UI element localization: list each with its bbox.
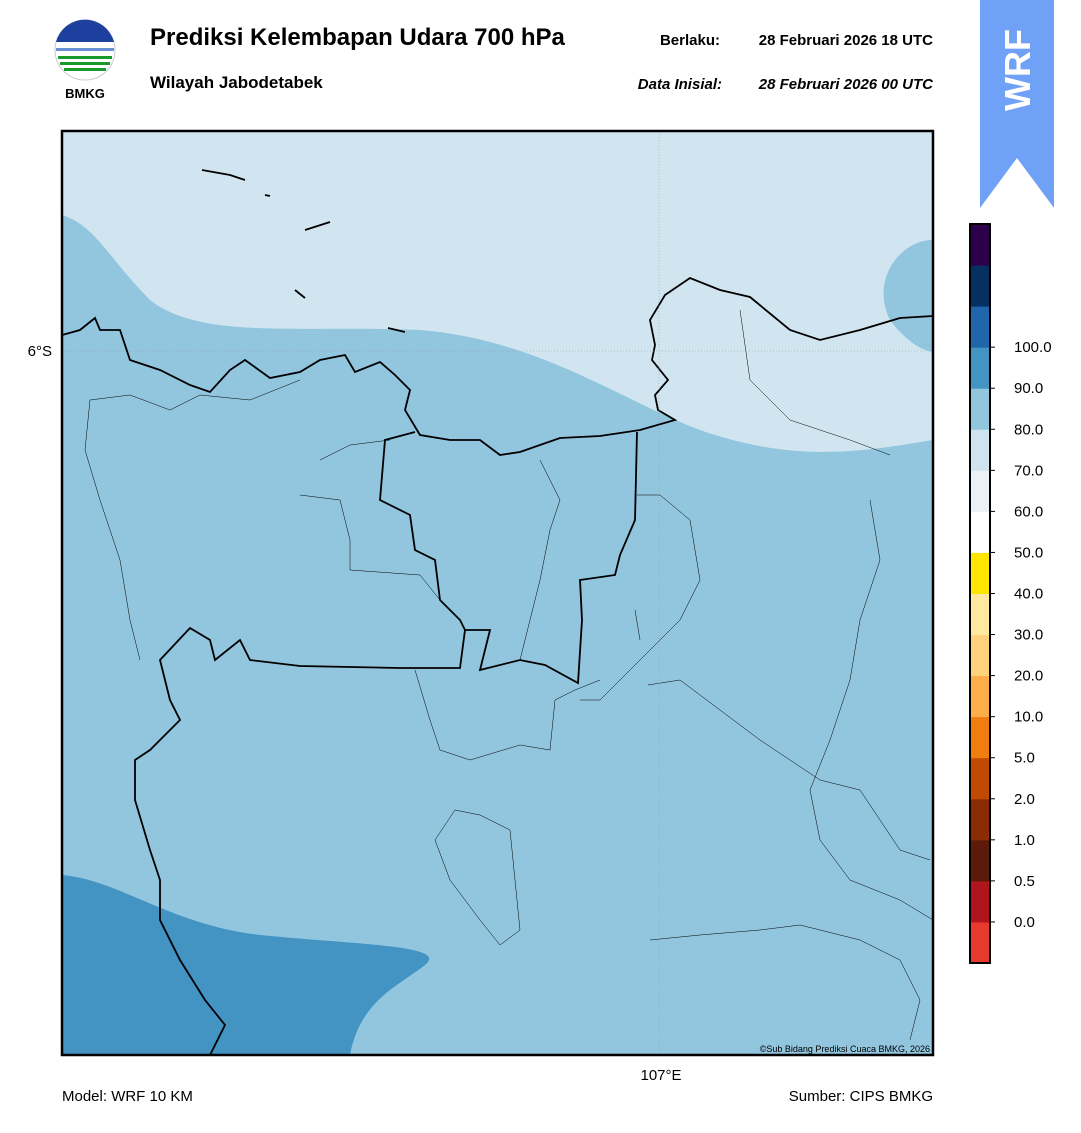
colorbar-segment [970, 839, 990, 882]
colorbar-segment [970, 511, 990, 553]
badge [980, 0, 1054, 208]
model: Model: WRF 10 KM [62, 1088, 193, 1105]
colorbar-label: 10.0 [1014, 709, 1043, 726]
colorbar-label: 5.0 [1014, 750, 1035, 767]
colorbar-label: 30.0 [1014, 627, 1043, 644]
map: ©Sub Bidang Prediksi Cuaca BMKG, 2026 [62, 131, 933, 1055]
subtitle: Wilayah Jabodetabek [150, 73, 323, 92]
colorbar-segment [970, 798, 990, 841]
colorbar-label: 90.0 [1014, 380, 1043, 397]
colorbar-segment [970, 716, 990, 759]
logo: BMKG [54, 19, 116, 101]
colorbar-label: 70.0 [1014, 462, 1043, 479]
colorbar-label: 0.0 [1014, 914, 1035, 931]
lat-label: 6°S [28, 343, 52, 360]
colorbar-label: 1.0 [1014, 832, 1035, 849]
colorbar-segment [970, 388, 990, 430]
colorbar-segment [970, 921, 990, 964]
colorbar-label: 2.0 [1014, 791, 1035, 808]
colorbar-frame [969, 223, 991, 964]
colorbar-segment [970, 470, 990, 512]
colorbar: 0.0 0.5 1.0 2.0 5.0 10.0 20.0 30.0 40.0 50.0 60.0 7… [969, 223, 1052, 964]
colorbar-label: 40.0 [1014, 586, 1043, 603]
lon-label: 107°E [640, 1067, 681, 1084]
colorbar-segment [970, 552, 990, 594]
title: Prediksi Kelembapan Udara 700 hPa [150, 24, 566, 51]
colorbar-segment [970, 265, 990, 307]
colorbar-segment [970, 593, 990, 636]
map-frame [60, 129, 935, 1057]
colorbar-segment [970, 880, 990, 923]
colorbar-label: 0.5 [1014, 873, 1035, 890]
colorbar-segment [970, 429, 990, 471]
colorbar-segment [970, 306, 990, 348]
colorbar-label: 50.0 [1014, 544, 1043, 561]
valid-time: 28 Februari 2026 18 UTC [759, 32, 933, 49]
colorbar-segment [970, 675, 990, 718]
logo-text: BMKG [65, 86, 105, 101]
colorbar-label: 80.0 [1014, 421, 1043, 438]
colorbar-segment [970, 224, 990, 266]
credit: ©Sub Bidang Prediksi Cuaca BMKG, 2026 [760, 1044, 930, 1054]
init-time: 28 Februari 2026 00 UTC [758, 76, 934, 93]
colorbar-segment [970, 634, 990, 677]
colorbar-label: 100.0 [1014, 339, 1052, 356]
valid-label: Berlaku: [660, 32, 720, 49]
source: Sumber: CIPS BMKG [789, 1088, 933, 1105]
colorbar-segment [970, 347, 990, 389]
colorbar-label: 60.0 [1014, 503, 1043, 520]
colorbar-segment [970, 757, 990, 800]
colorbar-label: 20.0 [1014, 668, 1043, 685]
init-label: Data Inisial: [638, 76, 722, 93]
badge-text: WRF [997, 29, 1038, 111]
